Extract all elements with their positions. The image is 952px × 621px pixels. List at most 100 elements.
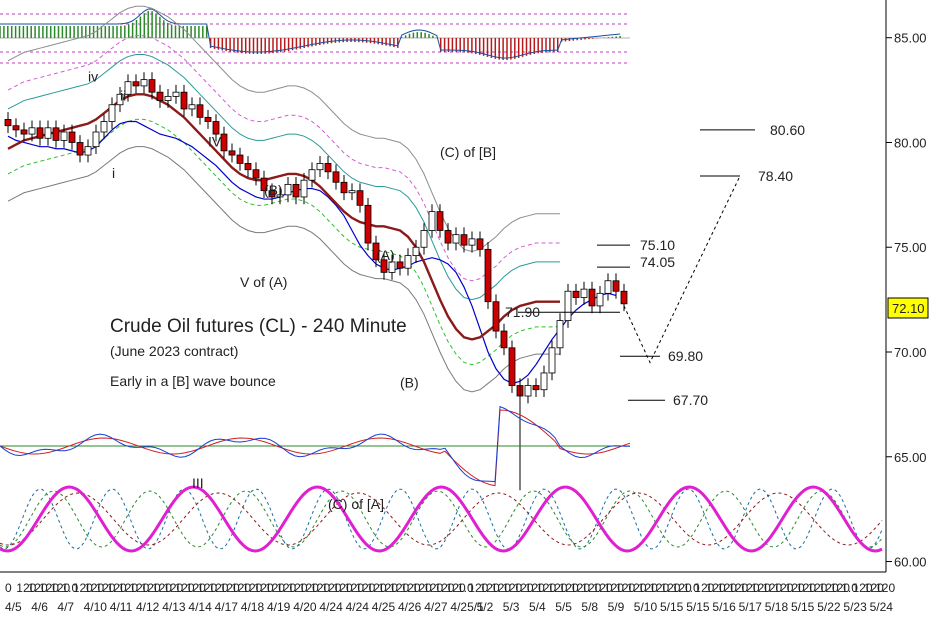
candle <box>604 280 612 294</box>
x-hour-label: 120 <box>175 581 195 595</box>
price-band <box>7 118 560 366</box>
x-date-label: 4/24 <box>346 600 370 614</box>
x-date-label: 4/24 <box>319 600 343 614</box>
x-hour-label: 1.0 <box>457 581 474 595</box>
candle <box>172 91 180 97</box>
y-tick-label: 65.00 <box>894 450 927 465</box>
x-hour-label: 120 <box>152 581 172 595</box>
x-date-label: 5/24 <box>870 600 894 614</box>
x-date-label: 5/17 <box>739 600 763 614</box>
wave-label: V of (A) <box>240 274 287 290</box>
x-hour-label: 120 <box>254 581 274 595</box>
x-hour-label: 120 <box>208 581 228 595</box>
x-hour-label: 120 <box>163 581 183 595</box>
candle <box>348 190 356 194</box>
x-hour-label: 120 <box>581 581 601 595</box>
x-hour-label: 120 <box>627 581 647 595</box>
candle <box>356 190 364 206</box>
candle <box>204 116 212 122</box>
candle <box>228 150 236 156</box>
wave-label: ii <box>120 88 126 104</box>
x-hour-label: 120 <box>604 581 624 595</box>
wave-label: (B) <box>264 182 283 198</box>
candle <box>468 238 476 246</box>
candle <box>380 259 388 273</box>
x-date-label: 4/10 <box>84 600 108 614</box>
candle <box>60 131 68 141</box>
x-hour-label: 120 <box>819 581 839 595</box>
x-hour-label: 120 <box>50 581 70 595</box>
x-hour-label: 120 <box>694 581 714 595</box>
x-hour-label: 120 <box>299 581 319 595</box>
x-hour-label: 120 <box>321 581 341 595</box>
x-hour-label: 120 <box>807 581 827 595</box>
wave-label: (B) <box>400 375 419 391</box>
candle <box>524 385 532 397</box>
x-hour-label: 120 <box>830 581 850 595</box>
candle <box>316 163 324 171</box>
x-hour-label: 120 <box>762 581 782 595</box>
x-date-label: 4/14 <box>188 600 212 614</box>
wave-label: i <box>112 165 115 181</box>
wave-label: III <box>192 475 204 491</box>
x-date-label: 5/18 <box>765 600 789 614</box>
candle <box>396 261 404 269</box>
x-date-label: 5/16 <box>712 600 736 614</box>
candle <box>532 385 540 391</box>
cycle-wave <box>0 485 883 553</box>
price-level-label: 69.80 <box>668 348 703 364</box>
candle <box>284 183 292 196</box>
candle <box>156 91 164 101</box>
x-hour-label: 120 <box>615 581 635 595</box>
wave-label: IV <box>208 134 222 150</box>
x-hour-label: 120 <box>785 581 805 595</box>
x-date-label: 5/8 <box>581 600 598 614</box>
candle <box>164 95 172 101</box>
candle <box>564 290 572 321</box>
chart-note: Early in a [B] wave bounce <box>110 373 276 389</box>
candle <box>100 121 108 133</box>
candle <box>92 131 100 148</box>
x-date-label: 4/12 <box>136 600 160 614</box>
x-hour-label: 120 <box>73 581 93 595</box>
cycle-wave <box>0 488 883 550</box>
x-hour-label: 120 <box>446 581 466 595</box>
x-hour-label: 120 <box>265 581 285 595</box>
candle <box>484 248 492 303</box>
x-hour-label: 120 <box>638 581 658 595</box>
x-hour-label: 120 <box>491 581 511 595</box>
x-date-label: 4/11 <box>110 600 133 614</box>
candle <box>580 288 588 298</box>
y-tick-label: 70.00 <box>894 345 927 360</box>
last-price-label: 72.10 <box>892 301 925 316</box>
x-hour-label: 120 <box>514 581 534 595</box>
x-date-label: 4/27 <box>424 600 448 614</box>
chart-title: Crude Oil futures (CL) - 240 Minute <box>110 316 407 337</box>
projected-path <box>623 175 741 364</box>
candle <box>28 127 36 135</box>
oscillator-fast-line <box>0 409 631 487</box>
x-date-label: 4/26 <box>398 600 422 614</box>
x-hour-label: 120 <box>864 581 884 595</box>
x-hour-label: 120 <box>412 581 432 595</box>
y-tick-label: 60.00 <box>894 555 927 570</box>
price-level-label: 78.40 <box>758 168 793 184</box>
x-date-label: 4/25/1 <box>450 600 484 614</box>
x-hour-label: 120 <box>186 581 206 595</box>
candle <box>324 163 332 173</box>
x-hour-label: 1.0 <box>841 581 858 595</box>
x-hour-label: 120 <box>220 581 240 595</box>
candle <box>20 129 28 135</box>
candle <box>52 127 60 141</box>
x-hour-label: 120 <box>559 581 579 595</box>
x-hour-label: 120 <box>310 581 330 595</box>
x-hour-label: 120 <box>423 581 443 595</box>
wave-label: (C) of [B] <box>440 144 496 160</box>
x-hour-label: 120 <box>570 581 590 595</box>
candle <box>612 280 620 292</box>
candle <box>332 171 340 183</box>
candle <box>236 154 244 164</box>
oscillator-slow-line <box>0 405 631 483</box>
